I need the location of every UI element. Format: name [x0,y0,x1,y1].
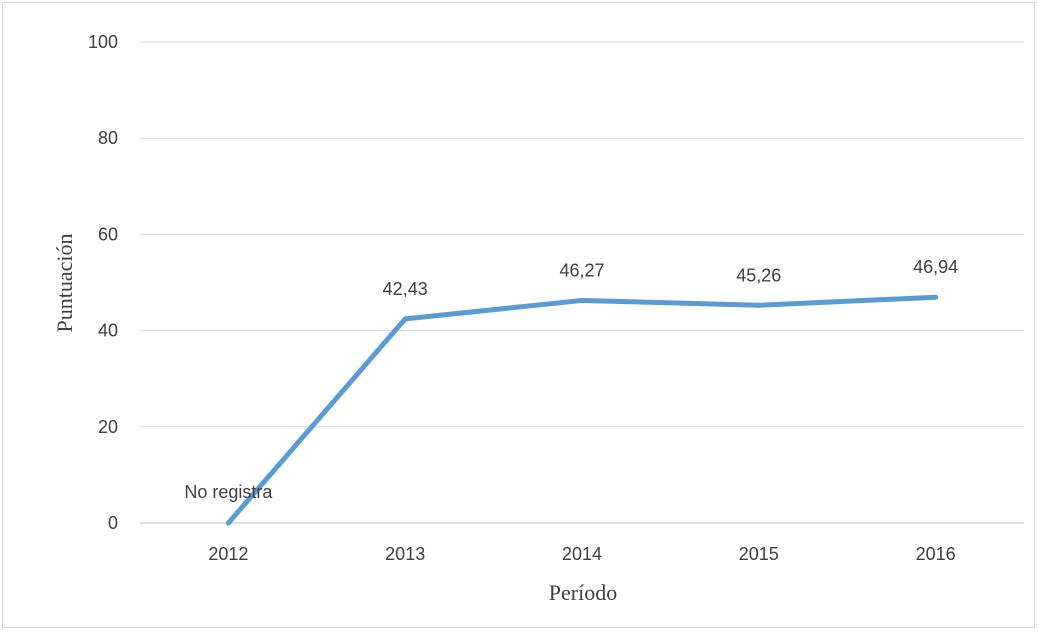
data-label: 45,26 [736,265,781,285]
y-tick-label: 80 [98,128,118,148]
x-tick-label: 2016 [916,544,956,564]
x-axis-title: Período [549,580,617,605]
y-tick-label: 0 [108,513,118,533]
data-point [756,302,762,308]
data-label: 46,94 [913,257,958,277]
y-tick-label: 100 [88,32,118,52]
data-label: 42,43 [383,279,428,299]
data-point [225,520,231,526]
y-axis-title: Puntuación [52,234,77,333]
gridlines [140,41,1024,524]
y-tick-label: 20 [98,417,118,437]
data-label: 46,27 [559,260,604,280]
x-axis-ticks: 2012 2013 2014 2015 2016 [208,544,955,564]
x-tick-label: 2015 [739,544,779,564]
y-tick-label: 40 [98,321,118,341]
y-tick-label: 60 [98,224,118,244]
data-point [402,316,408,322]
x-tick-label: 2012 [208,544,248,564]
data-labels: No registra 42,43 46,27 45,26 46,94 [184,257,958,502]
x-tick-label: 2014 [562,544,602,564]
data-point [579,297,585,303]
series-group [225,294,939,526]
data-label: No registra [184,482,273,502]
y-axis-ticks: 0 20 40 60 80 100 [88,32,118,533]
data-point [933,294,939,300]
x-tick-label: 2013 [385,544,425,564]
